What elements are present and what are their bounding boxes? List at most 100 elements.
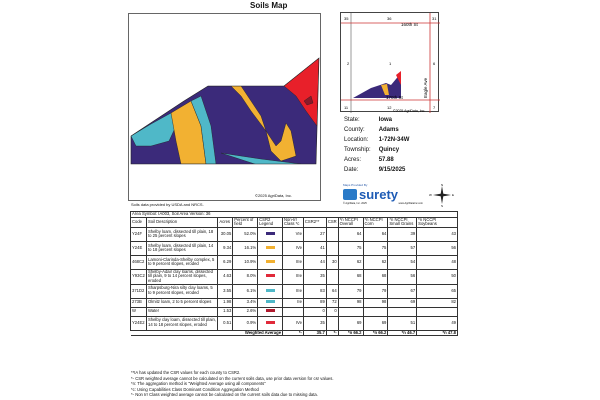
cell-acres: 1.53	[217, 306, 234, 317]
svg-text:2: 2	[347, 61, 350, 66]
cell-pct: 52.0%	[232, 226, 259, 242]
footnote: *- Non Irr Class weighted average cannot…	[131, 392, 318, 398]
cell-sg: 39	[387, 226, 418, 242]
cell-ov: 75	[337, 240, 364, 256]
svg-text:W: W	[429, 193, 432, 197]
svg-text:Eagle Ave: Eagle Ave	[423, 77, 428, 98]
cell-desc: Shelby loam, dissected till plain, 18 to…	[145, 226, 219, 242]
svg-text:35: 35	[344, 16, 349, 21]
cell-code: Y24E	[130, 240, 147, 256]
legend-swatch	[265, 288, 275, 292]
column-header: Soil Description	[145, 216, 219, 228]
soils-map	[128, 13, 321, 201]
weighted-cls: *-	[282, 329, 304, 337]
cell-soy	[416, 306, 458, 317]
csr2-legend-swatch	[257, 283, 284, 299]
cell-acres: 6.29	[217, 254, 234, 270]
svg-text:12: 12	[387, 105, 392, 110]
cell-csr2: 27	[302, 226, 327, 242]
column-header: Non-Irr Class *c	[282, 216, 304, 228]
svg-text:170th St: 170th St	[386, 95, 404, 100]
cell-csr	[325, 268, 339, 285]
cell-corn: 69	[362, 315, 389, 331]
table-row: Y24E Shelby loam, dissected till plain, 1…	[130, 240, 458, 256]
cell-desc: Water	[145, 306, 219, 317]
cell-acres: 0.51	[217, 315, 234, 331]
table-row: 273B Olmitz loam, 2 to 5 percent slopes 1.…	[130, 297, 458, 308]
cell-csr: 64	[325, 283, 339, 299]
cell-pct: 0.9%	[232, 315, 259, 331]
cell-soy: 49	[416, 315, 458, 331]
csr2-legend-swatch	[257, 306, 284, 317]
cell-corn	[362, 306, 389, 317]
cell-csr	[325, 315, 339, 331]
cell-sg: 67	[387, 283, 418, 299]
table-row: Y93C2 Shelby-Adair clay loams, dissected …	[130, 268, 458, 285]
cell-desc: Shelby clay loam, dissected till plain, …	[145, 315, 219, 331]
cell-cls: IIIe	[282, 254, 304, 270]
data-source: Soils data provided by USDA and NRCS.	[131, 202, 204, 207]
cell-corn: 79	[362, 283, 389, 299]
cell-sg: 57	[387, 240, 418, 256]
cell-cls	[282, 306, 304, 317]
cell-corn: 98	[362, 297, 389, 308]
cell-csr: 30	[325, 254, 339, 270]
cell-acres: 9.34	[217, 240, 234, 256]
cell-desc: Lamoni-Clarinda-Shelby complex, 5 to 9 p…	[145, 254, 219, 270]
weighted-soy: *n 47.8	[416, 329, 458, 337]
cell-cls: IVe	[282, 315, 304, 331]
cell-ov: 62	[337, 254, 364, 270]
column-header: CSR2**	[302, 216, 327, 228]
cell-ov: 64	[337, 226, 364, 242]
weighted-ov: *n 66.2	[337, 329, 364, 337]
svg-text:36: 36	[387, 16, 392, 21]
map-copyright: ©2025 AgriData, Inc.	[255, 193, 292, 198]
svg-text:N: N	[441, 183, 443, 187]
cell-csr2: 35	[302, 268, 327, 285]
svg-text:©2025 AgriData, Inc.: ©2025 AgriData, Inc.	[393, 109, 425, 113]
column-header: Code	[130, 216, 147, 228]
footnotes: **IA has updated the CSR values for each…	[131, 370, 334, 398]
cell-code: 468C2	[130, 254, 147, 270]
cell-soy: 50	[416, 268, 458, 285]
cell-soy: 48	[416, 254, 458, 270]
weighted-csr2: 35.7	[302, 329, 327, 337]
legend-swatch	[265, 300, 275, 304]
svg-text:160th St: 160th St	[401, 22, 419, 27]
cell-sg: 51	[387, 315, 418, 331]
cell-pct: 6.1%	[232, 283, 259, 299]
cell-ov	[337, 306, 364, 317]
weighted-corn: *n 66.2	[362, 329, 389, 337]
cell-sg: 69	[387, 297, 418, 308]
weighted-sg: *n 46.7	[387, 329, 418, 337]
cell-soy: 56	[416, 240, 458, 256]
soils-table: Area Symbol: IA003, Soil Area Version: 3…	[130, 211, 458, 337]
cell-corn: 75	[362, 240, 389, 256]
cell-pct: 10.9%	[232, 254, 259, 270]
field-info: State: Iowa County: Adams Location: 1-72N-3…	[344, 117, 410, 173]
table-row: Y24F Shelby loam, dissected till plain, 1…	[130, 226, 458, 242]
soil-polygons	[130, 57, 320, 165]
cell-csr2: 41	[302, 240, 327, 256]
csr2-legend-swatch	[257, 268, 284, 285]
cell-acres: 30.05	[217, 226, 234, 242]
legend-swatch	[265, 274, 275, 278]
cell-csr2: 89	[302, 297, 327, 308]
column-header: *n NCCPI Overall	[337, 216, 364, 228]
svg-text:S: S	[441, 204, 443, 207]
cell-soy: 65	[416, 283, 458, 299]
cell-ov: 68	[337, 268, 364, 285]
legend-swatch	[265, 245, 275, 249]
csr2-legend-swatch	[257, 315, 284, 331]
svg-text:31: 31	[432, 16, 437, 21]
compass-rose-icon: N S E W	[428, 183, 456, 208]
cell-desc: Sharpsburg-Nira silty clay loams, 5 to 9…	[145, 283, 219, 299]
svg-text:6: 6	[433, 61, 436, 66]
cell-acres: 4.63	[217, 268, 234, 285]
cell-corn: 62	[362, 254, 389, 270]
column-header: *n NCCPI Soybeans	[416, 216, 458, 228]
cell-desc: Olmitz loam, 2 to 5 percent slopes	[145, 297, 219, 308]
cell-acres: 3.55	[217, 283, 234, 299]
cell-code: Y24E2	[130, 315, 147, 331]
svg-text:11: 11	[344, 105, 349, 110]
